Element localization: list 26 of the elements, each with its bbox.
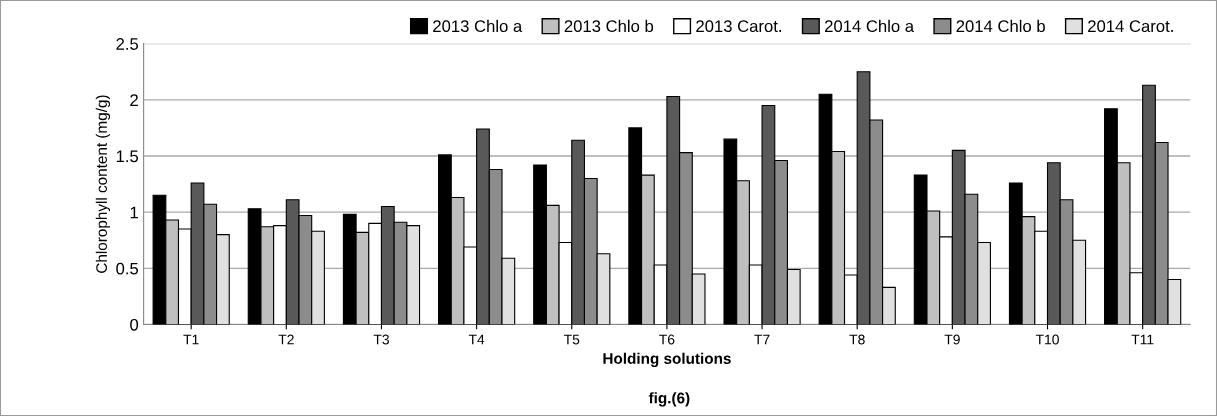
y-axis-title: Chlorophyll content (mg/g): [95, 95, 111, 273]
x-tick-label: T2: [278, 334, 294, 345]
legend-label: 2014 Chlo b: [956, 19, 1045, 33]
x-tick-label: T6: [659, 334, 675, 345]
y-tick-label: 2: [130, 94, 138, 106]
x-tick-label: T3: [373, 334, 389, 345]
legend-label: 2014 Carot.: [1088, 20, 1173, 33]
x-tick-label: T7: [754, 334, 770, 345]
x-tick-label: T11: [1131, 334, 1154, 345]
legend-label: 2013 Chlo a: [433, 19, 523, 33]
x-tick-label: T1: [183, 334, 199, 345]
y-tick-label: 2.5: [116, 38, 139, 50]
y-tick-label: 0: [130, 318, 139, 331]
x-tick-label: T10: [1035, 334, 1059, 345]
x-tick-label: T5: [563, 334, 580, 345]
legend-label: 2013 Carot.: [696, 20, 781, 33]
y-tick-label: 1.5: [116, 150, 139, 163]
text: fig.(6): [648, 392, 690, 407]
x-axis-title: Holding solutions: [603, 352, 731, 368]
y-tick-label: 1: [130, 206, 138, 219]
x-tick-label: T9: [944, 334, 960, 345]
legend-label: 2014 Chlo a: [825, 19, 915, 33]
legend-label: 2013 Chlo b: [564, 19, 654, 33]
x-tick-label: T4: [468, 334, 485, 345]
x-tick-label: T8: [849, 334, 865, 345]
y-tick-label: 0.5: [116, 262, 139, 275]
